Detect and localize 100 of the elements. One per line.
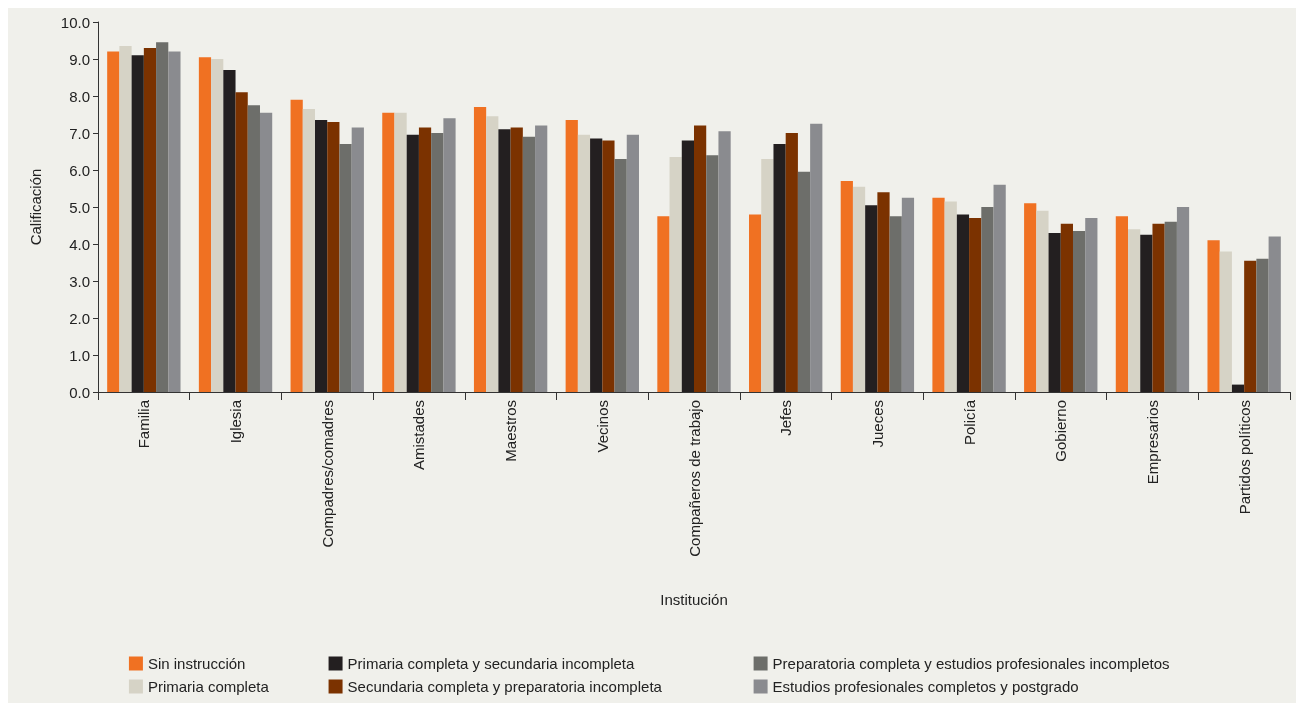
bar <box>1024 203 1037 392</box>
bar <box>156 42 169 392</box>
bar <box>290 99 303 392</box>
x-tick-label: Familia <box>135 399 153 449</box>
bar <box>669 157 682 392</box>
bar <box>1115 216 1129 392</box>
y-tick-label: 0.0 <box>69 383 90 401</box>
x-tick-label: Jueces <box>868 400 886 448</box>
legend-label: Estudios profesionales completos y postgrado <box>772 678 1079 695</box>
bar <box>522 136 536 392</box>
bar <box>981 207 994 392</box>
bar <box>1164 221 1177 392</box>
bar <box>443 118 456 392</box>
bar <box>198 57 212 392</box>
legend-label: Secundaria completa y preparatoria incompleta <box>347 678 663 695</box>
y-tick-label: 2.0 <box>69 309 90 327</box>
bar <box>797 171 811 392</box>
y-axis-title: Calificación <box>27 168 44 246</box>
x-tick-label: Compañeros de trabajo <box>685 400 703 557</box>
y-tick-label: 7.0 <box>69 124 90 142</box>
bar <box>718 131 731 392</box>
x-axis-title: Institución <box>660 591 728 608</box>
bar <box>749 214 762 392</box>
y-tick-label: 8.0 <box>69 87 90 105</box>
bar <box>339 144 352 392</box>
bar <box>327 121 340 392</box>
bar <box>510 127 523 392</box>
bar <box>1244 260 1257 392</box>
bar <box>394 112 407 392</box>
bar <box>694 125 707 392</box>
bar <box>259 112 273 392</box>
x-tick-label: Jefes <box>777 400 795 436</box>
x-tick-label: Iglesia <box>227 399 245 444</box>
bar <box>901 197 915 392</box>
bar <box>315 120 328 392</box>
bar <box>431 133 444 392</box>
bar <box>657 216 670 392</box>
y-tick-label: 5.0 <box>69 198 90 216</box>
x-tick-label: Maestros <box>502 400 520 462</box>
bar <box>852 186 866 392</box>
y-tick-label: 1.0 <box>69 346 90 364</box>
y-tick-label: 3.0 <box>69 272 90 290</box>
bar <box>944 201 957 392</box>
bar <box>247 105 260 392</box>
bar <box>498 129 511 392</box>
bar <box>119 46 132 392</box>
bar <box>577 134 591 392</box>
legend-label: Sin instrucción <box>147 655 246 672</box>
bar <box>785 133 798 392</box>
bar <box>1207 240 1220 392</box>
x-tick-label: Policía <box>960 399 978 446</box>
bar <box>486 116 499 392</box>
bar <box>877 192 890 392</box>
y-tick-label: 6.0 <box>69 161 90 179</box>
y-tick-label: 9.0 <box>69 50 90 68</box>
bar <box>969 218 982 392</box>
legend-label: Primaria completa y secundaria incompleta <box>347 655 636 672</box>
bar <box>761 158 774 392</box>
bar <box>1060 223 1073 392</box>
bar <box>1048 232 1061 392</box>
bar <box>1085 218 1098 392</box>
bar <box>865 205 878 392</box>
bar <box>565 120 578 392</box>
bar <box>131 55 144 392</box>
bar <box>932 197 945 392</box>
bar <box>107 51 120 392</box>
bar <box>382 112 395 392</box>
bar <box>1128 229 1141 392</box>
x-tick-label: Vecinos <box>593 400 611 453</box>
x-tick-label: Compadres/comadres <box>318 400 336 548</box>
bar <box>993 184 1006 392</box>
bar <box>302 108 316 392</box>
bar <box>168 51 181 392</box>
bar <box>211 59 224 392</box>
bar <box>889 216 902 392</box>
bar <box>1036 210 1049 392</box>
bar <box>473 107 487 392</box>
bar <box>810 123 823 392</box>
bar <box>614 158 627 392</box>
bar <box>590 138 603 392</box>
x-tick-label: Empresarios <box>1143 400 1161 485</box>
bar <box>1140 234 1153 392</box>
bar <box>1231 384 1245 392</box>
y-tick-label: 4.0 <box>69 235 90 253</box>
bar <box>418 127 432 392</box>
bar <box>351 127 364 392</box>
bar <box>1219 251 1232 392</box>
bar <box>1152 223 1165 392</box>
bar <box>235 92 248 392</box>
bar <box>143 47 157 392</box>
bar <box>1256 258 1269 392</box>
bar <box>1072 231 1086 392</box>
bar <box>223 70 236 392</box>
x-tick-label: Amistades <box>410 400 428 471</box>
x-tick-label: Gobierno <box>1052 400 1070 462</box>
x-tick-label: Partidos políticos <box>1235 400 1253 515</box>
bar <box>681 140 694 392</box>
legend-label: Preparatoria completa y estudios profesionales incompletos <box>772 655 1170 672</box>
legend-label: Primaria completa <box>147 678 270 695</box>
bar <box>626 134 639 392</box>
